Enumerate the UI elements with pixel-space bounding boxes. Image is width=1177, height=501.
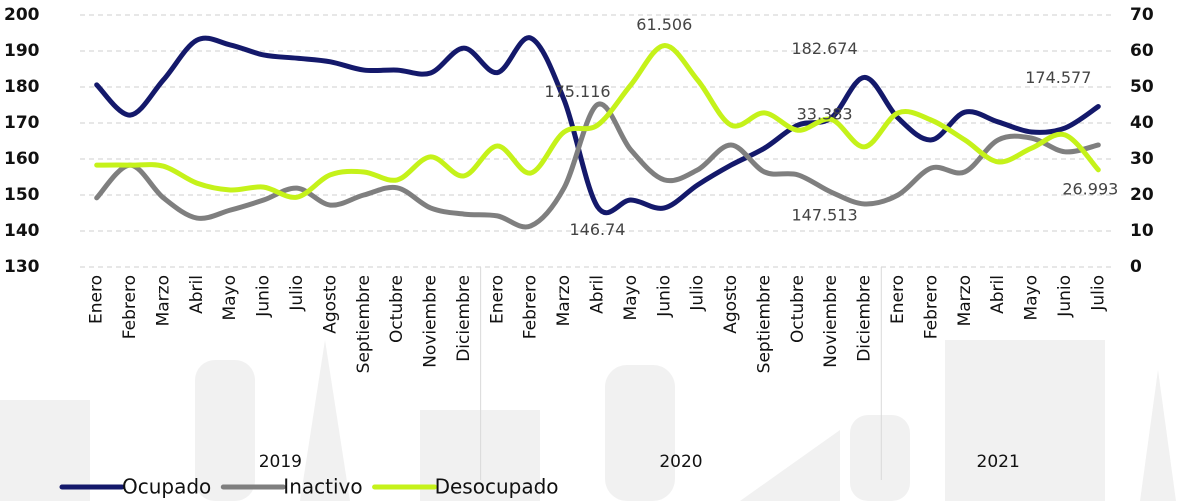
legend-label: Ocupado xyxy=(122,475,211,499)
x-tick-label: Marzo xyxy=(153,275,173,326)
y-tick-label: 150 xyxy=(4,185,40,205)
series-line xyxy=(94,35,1101,216)
x-tick-label: Abril xyxy=(187,275,207,314)
y-tick-label: 180 xyxy=(4,77,40,97)
x-tick-label: Octubre xyxy=(788,275,808,343)
x-tick-label: Noviembre xyxy=(821,275,841,368)
y-tick-label: 160 xyxy=(4,149,40,169)
x-tick-label: Mayo xyxy=(621,275,641,321)
x-tick-label: Julio xyxy=(1088,275,1108,312)
data-label: 33.383 xyxy=(797,104,853,123)
x-tick-label: Enero xyxy=(487,275,507,324)
data-label: 61.506 xyxy=(636,15,692,34)
y-tick-label: 200 xyxy=(4,5,40,25)
x-tick-label: Mayo xyxy=(1022,275,1042,321)
x-tick-label: Junio xyxy=(254,275,274,318)
y2-tick-label: 40 xyxy=(1130,113,1154,133)
x-tick-label: Marzo xyxy=(955,275,975,326)
x-tick-label: Octubre xyxy=(387,275,407,343)
x-tick-label: Marzo xyxy=(554,275,574,326)
y-tick-label: 170 xyxy=(4,113,40,133)
x-tick-label: Junio xyxy=(1055,275,1075,318)
x-tick-label: Diciembre xyxy=(454,275,474,362)
y-tick-label: 130 xyxy=(4,257,40,277)
y2-tick-label: 10 xyxy=(1130,221,1154,241)
x-tick-label: Julio xyxy=(287,275,307,312)
y-tick-label: 140 xyxy=(4,221,40,241)
y2-tick-label: 60 xyxy=(1130,41,1154,61)
x-tick-label: Febrero xyxy=(521,275,541,339)
data-label: 147.513 xyxy=(792,205,858,224)
x-tick-label: Mayo xyxy=(220,275,240,321)
series-line xyxy=(94,101,1101,230)
year-label: 2021 xyxy=(977,452,1020,472)
plot: 146.74 182.674 174.577 175.116 147.513 61.506… xyxy=(94,15,1118,239)
y2-tick-label: 20 xyxy=(1130,185,1154,205)
legend-label: Inactivo xyxy=(283,475,362,499)
background-watermark xyxy=(0,340,1176,501)
x-tick-label: Septiembre xyxy=(354,275,374,373)
legend-label: Desocupado xyxy=(435,475,559,499)
x-tick-label: Agosto xyxy=(320,275,340,334)
x-tick-label: Julio xyxy=(688,275,708,312)
series-line xyxy=(94,43,1101,200)
y2-tick-label: 50 xyxy=(1130,77,1154,97)
data-label: 182.674 xyxy=(792,39,858,58)
y2-tick-label: 30 xyxy=(1130,149,1154,169)
x-tick-label: Febrero xyxy=(921,275,941,339)
x-tick-label: Agosto xyxy=(721,275,741,334)
y-tick-label: 190 xyxy=(4,41,40,61)
year-label: 2019 xyxy=(259,452,302,472)
data-label: 174.577 xyxy=(1025,68,1091,87)
x-tick-label: Noviembre xyxy=(421,275,441,368)
x-tick-label: Abril xyxy=(588,275,608,314)
x-tick-label: Enero xyxy=(87,275,107,324)
y2-tick-label: 0 xyxy=(1130,257,1142,277)
y2-tick-label: 70 xyxy=(1130,5,1154,25)
x-tick-label: Febrero xyxy=(120,275,140,339)
legend: Ocupado Inactivo Desocupado xyxy=(59,475,559,499)
data-label: 146.74 xyxy=(570,220,626,239)
x-tick-label: Abril xyxy=(988,275,1008,314)
x-tick-label: Diciembre xyxy=(855,275,875,362)
x-tick-label: Septiembre xyxy=(754,275,774,373)
data-label: 26.993 xyxy=(1062,179,1118,198)
x-tick-label: Enero xyxy=(888,275,908,324)
year-label: 2020 xyxy=(659,452,702,472)
x-tick-label: Junio xyxy=(654,275,674,318)
data-label: 175.116 xyxy=(544,82,610,101)
